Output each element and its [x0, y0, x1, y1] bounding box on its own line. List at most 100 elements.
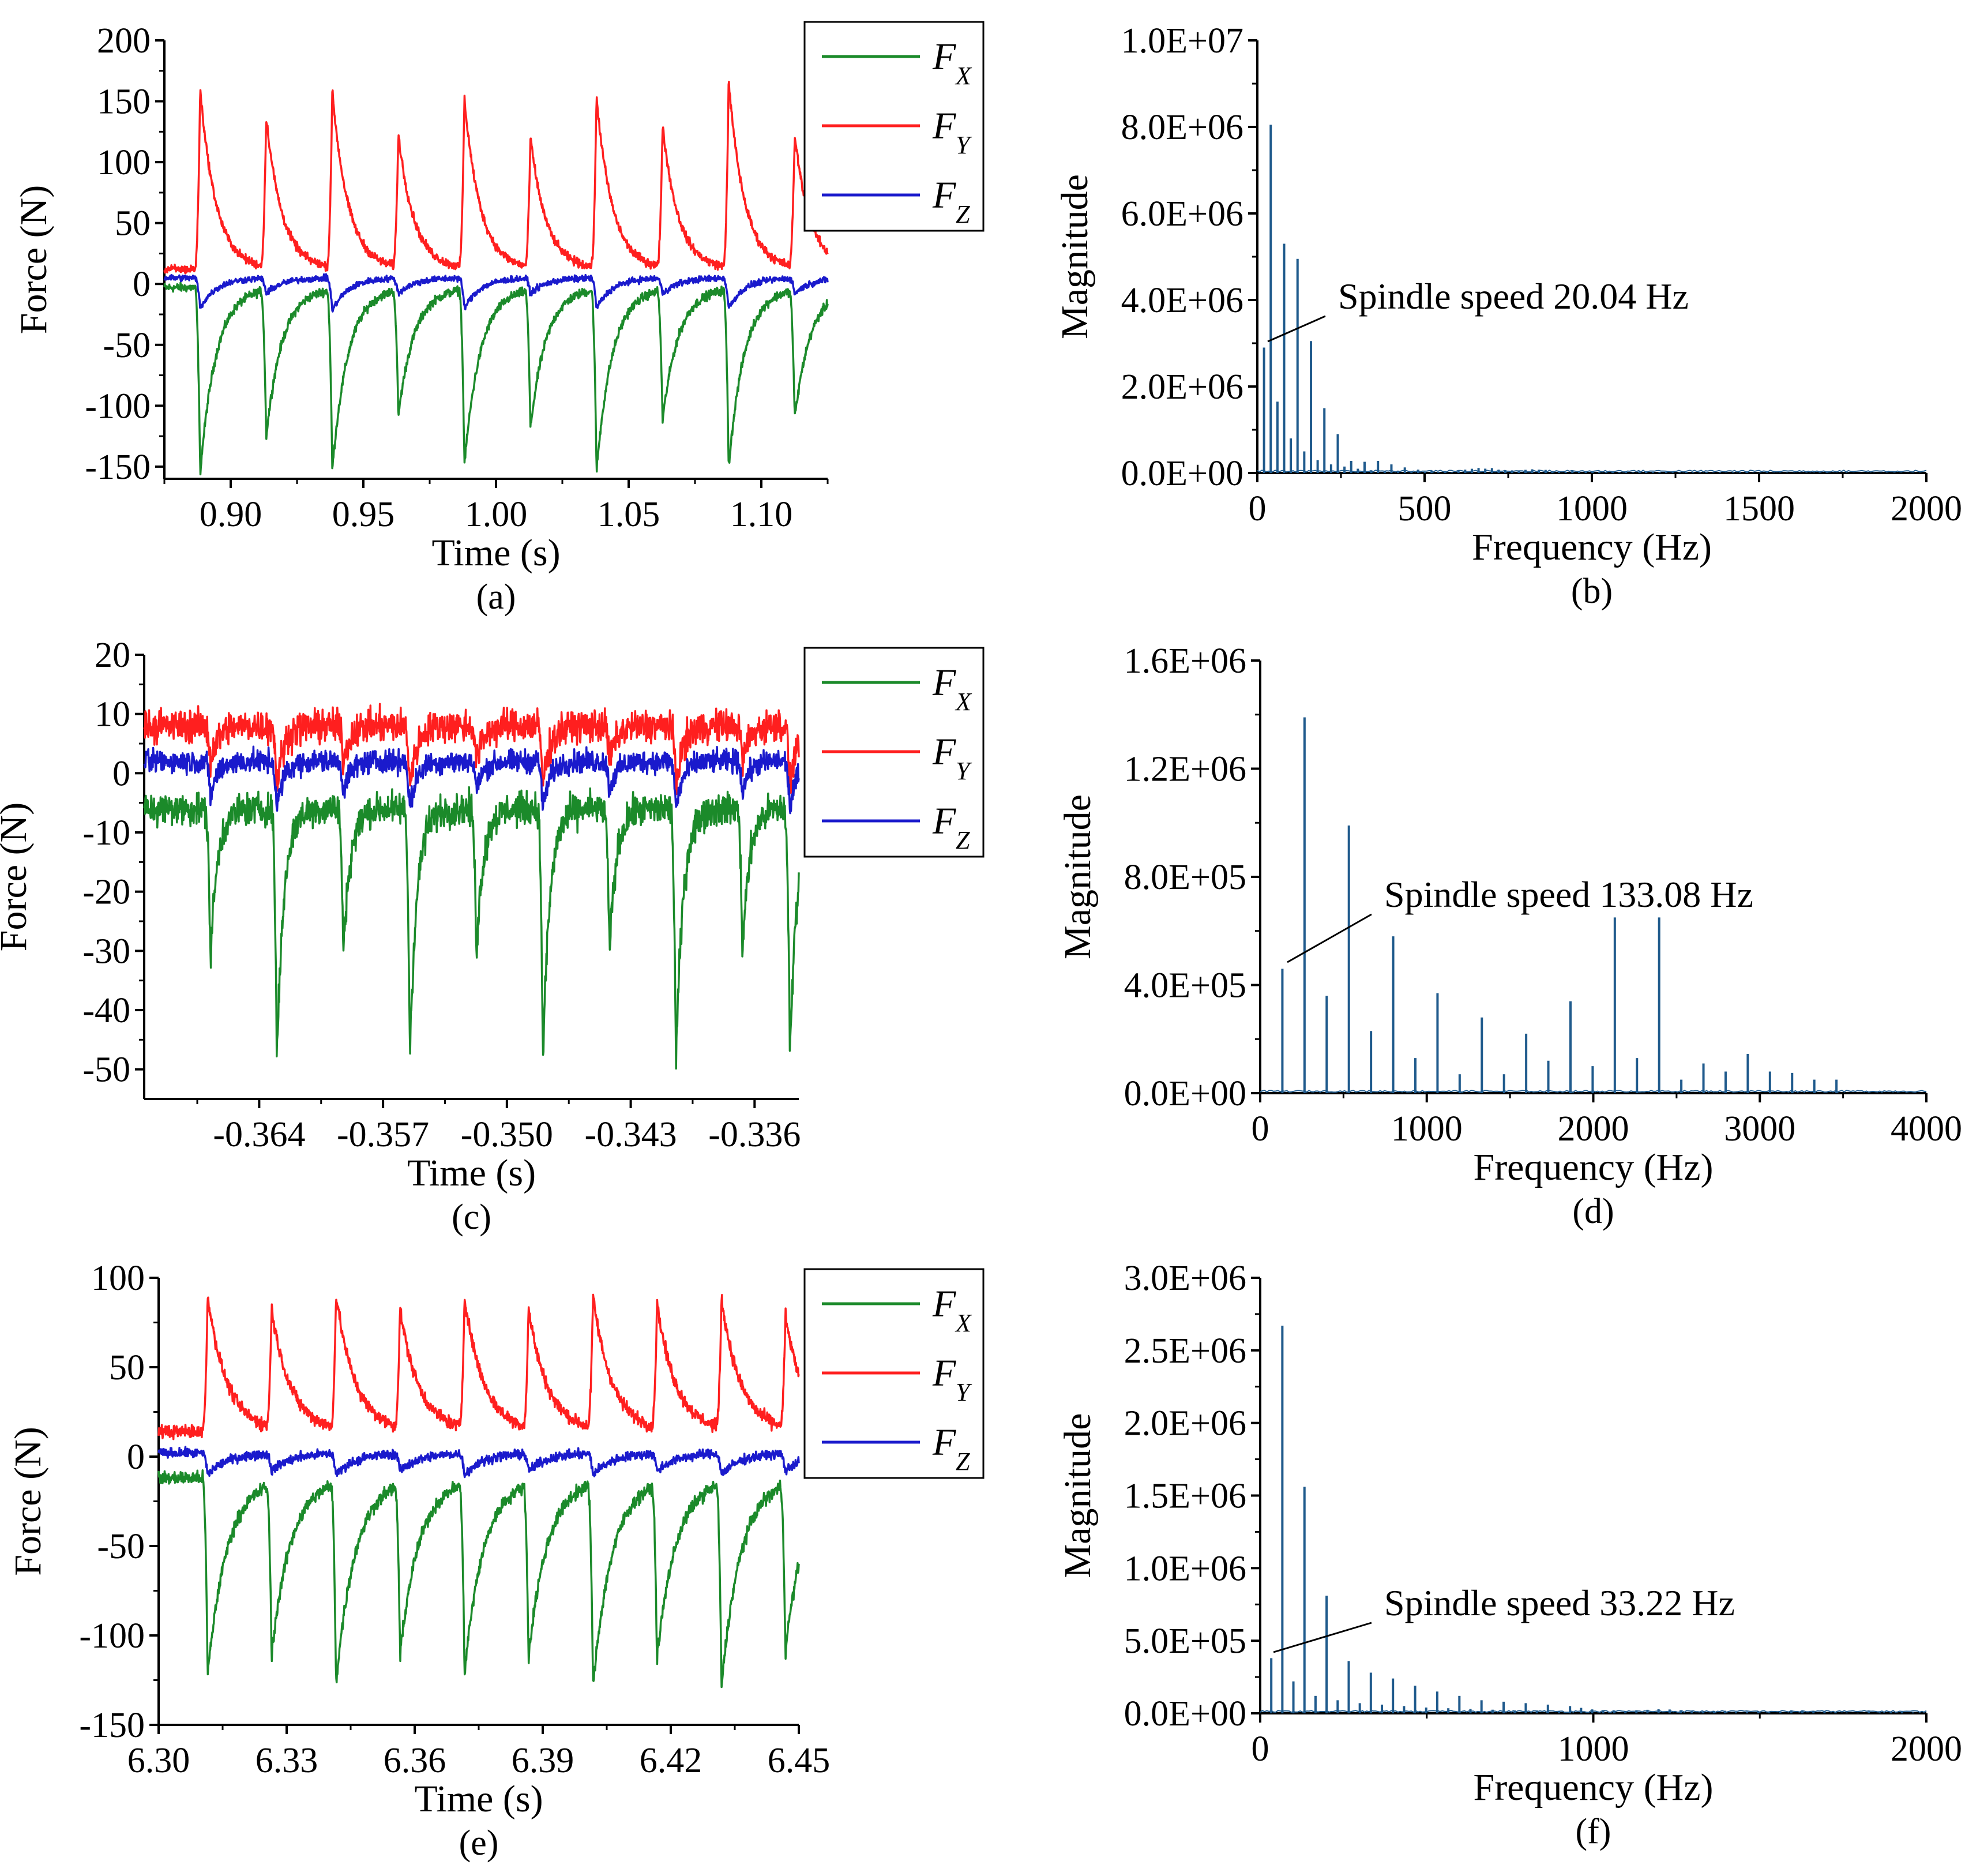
legend-label: F: [932, 1352, 956, 1394]
legend-subscript: Y: [956, 131, 972, 159]
y-tick-label: 5.0E+05: [1124, 1622, 1246, 1661]
y-tick-label: -20: [82, 873, 130, 912]
y-tick-label: 8.0E+06: [1121, 108, 1243, 147]
x-axis-title: Frequency (Hz): [1472, 526, 1712, 568]
x-axis-title: Frequency (Hz): [1474, 1146, 1714, 1188]
series-line-fz: [163, 273, 829, 313]
y-tick-label: 2.5E+06: [1124, 1331, 1246, 1371]
legend-label: F: [932, 1283, 956, 1325]
series-line-fz: [143, 745, 800, 815]
y-tick-label: -50: [82, 1050, 130, 1090]
x-tick-label: 1000: [1558, 1729, 1629, 1769]
x-tick-label: -0.364: [213, 1115, 305, 1154]
legend-label: F: [932, 105, 956, 147]
y-axis-title: Magnitude: [1057, 794, 1099, 959]
y-tick-label: 150: [97, 82, 151, 122]
legend-label: F: [932, 36, 956, 78]
legend-subscript: Z: [956, 200, 970, 228]
x-tick-label: 0: [1252, 1109, 1269, 1149]
legend-label: F: [932, 1421, 956, 1464]
annotation-text: Spindle speed 133.08 Hz: [1384, 874, 1753, 915]
x-tick-label: 6.33: [256, 1741, 318, 1780]
y-tick-label: 2.0E+06: [1121, 367, 1243, 407]
annotation-leader: [1273, 1622, 1372, 1653]
y-tick-label: 4.0E+06: [1121, 281, 1243, 320]
annotation-leader: [1267, 315, 1326, 343]
y-axis-title: Magnitude: [1057, 1413, 1099, 1578]
panel-b: 0.0E+00 2.0E+06 4.0E+06 6.0E+06 8.0E+06 1.0E+…: [1054, 21, 1962, 611]
panel-label: (d): [1572, 1192, 1614, 1231]
legend-label: F: [932, 731, 956, 773]
panel-f: 0.0E+00 5.0E+05 1.0E+06 1.5E+06 2.0E+06 2.5E+…: [1057, 1259, 1962, 1851]
series-line-fy: [143, 703, 800, 796]
panel-d: 0.0E+00 4.0E+05 8.0E+05 1.2E+06 1.6E+06 0 1000…: [1057, 641, 1962, 1231]
y-tick-label: 1.2E+06: [1124, 750, 1246, 789]
legend-subscript: Y: [956, 1378, 972, 1406]
y-tick-label: -10: [82, 813, 130, 853]
x-axis-title: Time (s): [407, 1152, 536, 1194]
panel-label: (f): [1576, 1812, 1611, 1851]
legend: F XF YF Z: [803, 647, 985, 858]
y-tick-label: 6.0E+06: [1121, 194, 1243, 234]
series-line-fy: [163, 80, 829, 275]
y-axis-title: Magnitude: [1054, 174, 1096, 339]
y-tick-label: 4.0E+05: [1124, 966, 1246, 1005]
panel-label: (e): [459, 1824, 499, 1863]
x-tick-label: 6.45: [768, 1741, 831, 1780]
x-tick-label: 2000: [1558, 1109, 1629, 1149]
x-tick-label: 0: [1249, 489, 1267, 528]
y-tick-label: -150: [85, 448, 151, 487]
y-tick-label: 1.5E+06: [1124, 1477, 1246, 1516]
x-tick-label: 500: [1398, 489, 1452, 528]
x-tick-label: 2000: [1891, 489, 1962, 528]
legend-subscript: Z: [956, 826, 970, 854]
series-line-fz: [157, 1446, 800, 1479]
y-tick-label: -50: [97, 1527, 145, 1566]
y-tick-label: -150: [79, 1706, 145, 1745]
legend-subscript: X: [955, 1309, 972, 1337]
x-tick-label: 6.36: [384, 1741, 446, 1780]
legend: F XF YF Z: [803, 1268, 985, 1479]
annotation-text: Spindle speed 20.04 Hz: [1338, 276, 1689, 317]
legend-label: F: [932, 662, 956, 704]
y-tick-label: 3.0E+06: [1124, 1259, 1246, 1298]
legend-subscript: X: [955, 62, 972, 90]
x-tick-label: 1.00: [465, 495, 528, 534]
y-tick-label: 2.0E+06: [1124, 1404, 1246, 1443]
y-tick-label: 0.0E+00: [1124, 1074, 1246, 1113]
y-axis-title: Force (N): [13, 185, 55, 334]
x-tick-label: 6.30: [127, 1741, 190, 1780]
x-tick-label: 1000: [1391, 1109, 1463, 1149]
x-tick-label: -0.350: [461, 1115, 553, 1154]
y-tick-label: 0: [133, 265, 151, 304]
series-line-fy: [157, 1293, 800, 1440]
y-tick-label: 8.0E+05: [1124, 858, 1246, 897]
y-tick-label: 0.0E+00: [1124, 1694, 1246, 1734]
y-tick-label: 100: [91, 1259, 145, 1298]
x-axis-title: Frequency (Hz): [1474, 1766, 1714, 1809]
series-line-fx: [143, 786, 800, 1070]
legend: F XF YF Z: [803, 21, 985, 232]
panel-e: -150 -100 -50 0 50 100 6.30 6.33 6.36 6.39 6.42 6.4…: [7, 1259, 985, 1863]
panel-label: (b): [1571, 572, 1613, 611]
x-tick-label: 0.90: [200, 495, 262, 534]
panel-a: -150 -100 -50 0 50 100 150 200 0.90 0.95 1.00 1.05 1…: [13, 21, 985, 617]
x-axis-title: Time (s): [431, 532, 560, 574]
y-tick-label: 1.0E+06: [1124, 1549, 1246, 1588]
y-axis-title: Force (N): [7, 1427, 49, 1575]
legend-subscript: Z: [956, 1447, 970, 1476]
legend-subscript: X: [955, 688, 972, 716]
legend-label: F: [932, 174, 956, 216]
x-tick-label: 1000: [1556, 489, 1628, 528]
legend-label: F: [932, 800, 956, 842]
y-tick-label: 100: [97, 143, 151, 182]
panel-c: -50 -40 -30 -20 -10 0 10 20 -0.364 -0.357 -0.350 -0…: [0, 636, 985, 1237]
annotation-leader: [1287, 913, 1372, 963]
y-tick-label: -40: [82, 991, 130, 1030]
y-tick-label: -50: [103, 326, 151, 365]
y-tick-label: 20: [95, 636, 130, 675]
x-tick-label: 1.05: [598, 495, 660, 534]
y-tick-label: 50: [115, 204, 151, 243]
y-tick-label: -30: [82, 932, 130, 971]
